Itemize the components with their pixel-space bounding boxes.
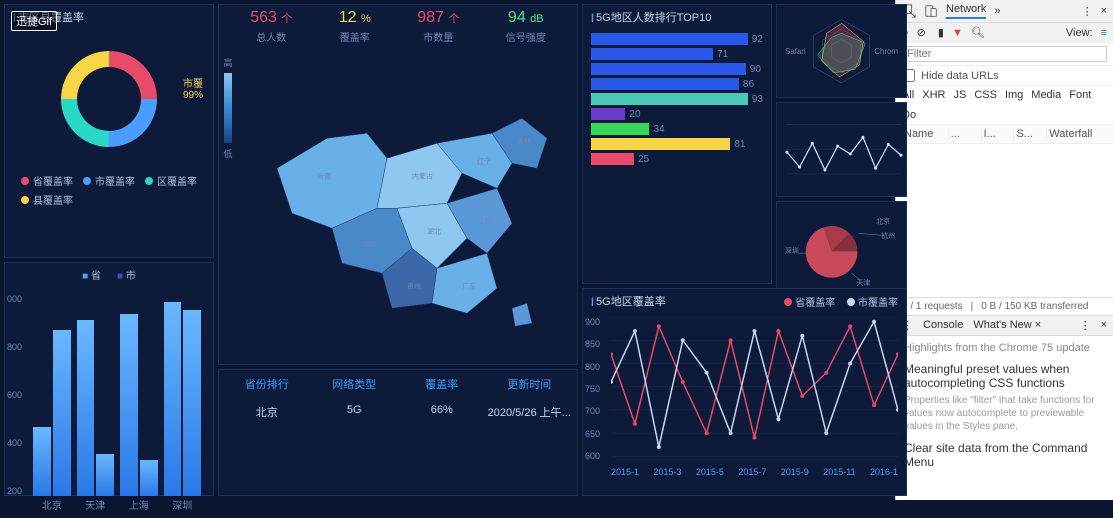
filter-input[interactable] — [902, 46, 1107, 62]
svg-text:天津: 天津 — [856, 278, 870, 286]
svg-text:北京: 北京 — [876, 216, 890, 225]
bar-panel: ■ 省 ■ 市 000800 600400 200 北京天津上海深圳 — [4, 262, 214, 496]
map-panel: 563 个总人数12 %覆盖率987 个市数量94 dB信号强度 高 低 — [218, 4, 578, 365]
filter-icon[interactable]: ▼ — [952, 27, 963, 39]
svg-text:新疆: 新疆 — [317, 171, 331, 180]
svg-text:广东: 广东 — [462, 281, 476, 290]
status-bar: 0 / 1 requests|0 B / 150 KB transferred — [896, 297, 1113, 315]
headline: Highlights from the Chrome 75 update — [904, 342, 1105, 354]
radar-panel: Safari Chrom — [776, 4, 907, 98]
bar-legend: ■ 省 ■ 市 — [5, 263, 213, 286]
donut-legend: 省覆盖率 市覆盖率 区覆盖率 县覆盖率 — [5, 169, 213, 211]
metrics-row: 563 个总人数12 %覆盖率987 个市数量94 dB信号强度 — [219, 5, 577, 48]
devtools-tabs[interactable]: Network » ⋮ × — [896, 0, 1113, 23]
coverage-panel: 5G地区覆盖率 省覆盖率 市覆盖率 900850800750700650600 … — [582, 288, 907, 496]
side-label-text: 市覆 — [183, 75, 203, 90]
svg-text:杭州: 杭州 — [881, 231, 895, 240]
tabs-more[interactable]: » — [994, 5, 1000, 17]
close-icon[interactable]: × — [1101, 5, 1107, 17]
pie-panel: 深圳 北京 杭州 天津 — [776, 201, 907, 295]
svg-text:吉林: 吉林 — [517, 136, 531, 145]
spark-panel — [776, 102, 907, 196]
table-row[interactable]: 北京5G 66%2020/5/26 上午... — [219, 398, 577, 426]
tab-whatsnew[interactable]: What's New × — [973, 319, 1041, 332]
map-scale: 高 低 — [219, 48, 237, 359]
drawer-tabs[interactable]: ⋮ Console What's New × ⋮× — [896, 315, 1113, 336]
donut-panel: 迅捷Gif 市区县覆盖率 市覆 99% 省覆盖率 市覆盖率 区覆盖率 县覆盖率 — [4, 4, 214, 258]
device-icon[interactable] — [924, 4, 938, 18]
china-map[interactable]: 新疆 内蒙古 辽宁 吉林 四川 湖北 江苏贵州 广东 — [237, 48, 577, 359]
svg-text:Safari: Safari — [785, 47, 806, 56]
tab-console[interactable]: Console — [923, 319, 963, 332]
line-legend: 省覆盖率 市覆盖率 — [776, 292, 906, 311]
table-panel: 省份排行网络类型 覆盖率更新时间 北京5G 66%2020/5/26 上午... — [218, 369, 578, 496]
grid-body[interactable] — [896, 144, 1113, 297]
svg-text:辽宁: 辽宁 — [477, 156, 491, 165]
gif-badge: 迅捷Gif — [11, 11, 57, 31]
svg-text:Chrom: Chrom — [874, 47, 898, 56]
svg-text:深圳: 深圳 — [785, 246, 799, 255]
svg-text:四川: 四川 — [362, 240, 376, 248]
panel-title: 5G地区覆盖率 — [583, 289, 674, 313]
drawer-body: Highlights from the Chrome 75 update Mea… — [896, 336, 1113, 501]
svg-text:江苏: 江苏 — [477, 216, 491, 225]
devtools-toolbar[interactable]: ● ⊘ ▮ ▼ 🔍︎ View: ≡ — [896, 23, 1113, 43]
type-filters[interactable]: AllXHRJSCSSImgMediaFontDo — [896, 86, 1113, 125]
donut-chart — [49, 39, 169, 159]
svg-text:内蒙古: 内蒙古 — [412, 171, 433, 180]
svg-text:贵州: 贵州 — [407, 281, 421, 290]
top10-panel: 5G地区人数排行TOP10 927190869320348125 — [582, 4, 772, 284]
svg-text:湖北: 湖北 — [427, 226, 441, 235]
devtools[interactable]: Network » ⋮ × ● ⊘ ▮ ▼ 🔍︎ View: ≡ Hide da… — [895, 0, 1113, 500]
panel-title: 5G地区人数排行TOP10 — [583, 5, 771, 29]
grid-header[interactable]: Name... I...S... Waterfall — [896, 125, 1113, 144]
search-icon[interactable]: 🔍︎ — [971, 26, 985, 39]
tab-network[interactable]: Network — [946, 3, 986, 19]
clear-icon[interactable]: ⊘ — [917, 26, 926, 39]
side-label-val: 99% — [183, 90, 203, 101]
table-header: 省份排行网络类型 覆盖率更新时间 — [219, 370, 577, 398]
